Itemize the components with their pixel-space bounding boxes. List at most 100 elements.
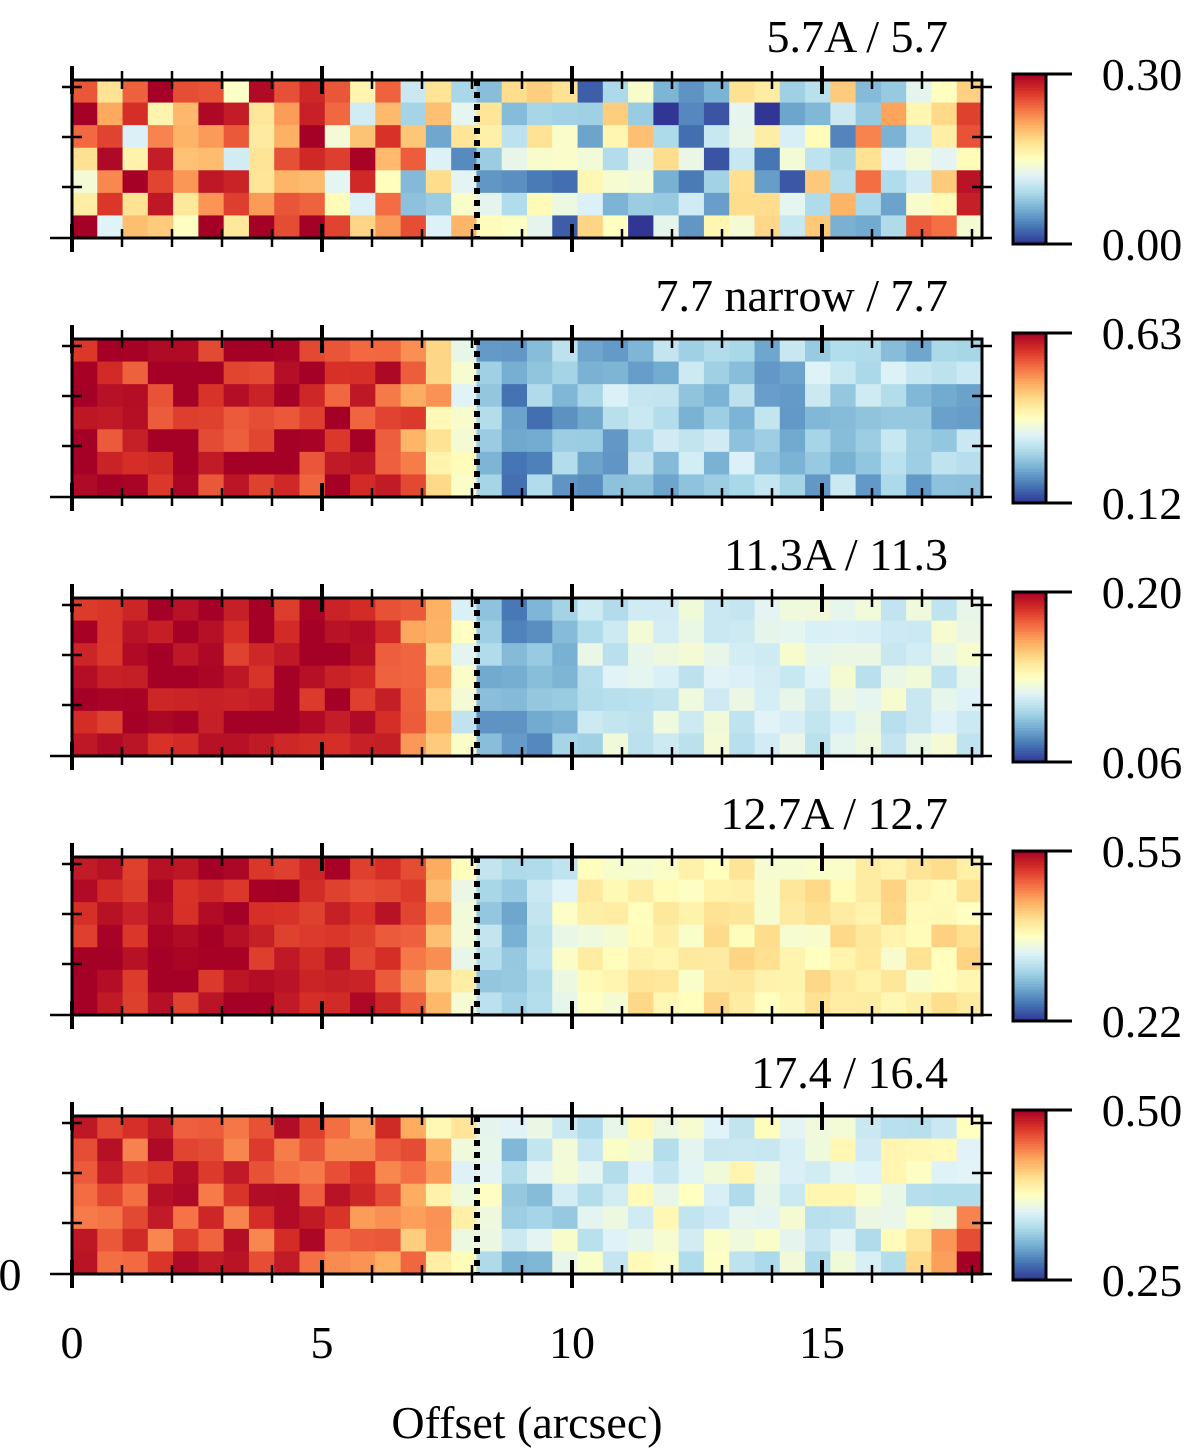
heatmap-cell (425, 1138, 452, 1162)
colorbar-segment (1013, 987, 1046, 991)
heatmap-cell (248, 125, 275, 149)
heatmap-cell (97, 1228, 124, 1253)
heatmap-cell (248, 384, 275, 408)
colorbar-segment (1013, 150, 1046, 154)
heatmap-cell (653, 733, 680, 757)
heatmap-cell (400, 1161, 427, 1185)
heatmap-cell (173, 474, 199, 498)
colorbar-segment (1013, 597, 1046, 602)
heatmap-cell (223, 1116, 250, 1140)
heatmap-cell (628, 924, 654, 948)
heatmap-cell (577, 924, 604, 948)
heatmap-cell (451, 1183, 478, 1207)
heatmap-cell (350, 947, 376, 971)
colorbar-segment (1013, 227, 1046, 231)
heatmap-cell (855, 947, 882, 971)
heatmap-cell (754, 474, 781, 498)
heatmap-cell (375, 947, 402, 971)
heatmap-cell (97, 361, 124, 385)
heatmap-cell (122, 474, 149, 498)
heatmap-cell (274, 1183, 301, 1207)
heatmap-cell (956, 170, 983, 194)
heatmap-cell (628, 125, 654, 149)
heatmap-cell (653, 947, 680, 971)
heatmap-cell (678, 969, 705, 994)
colorbar-segment (1013, 1110, 1046, 1114)
heatmap-cell (324, 688, 351, 712)
heatmap-cell (198, 1161, 225, 1185)
heatmap-cell (527, 598, 553, 622)
heatmap-cell (729, 125, 756, 149)
heatmap-cell (703, 384, 730, 408)
colorbar-segment (1013, 389, 1046, 394)
heatmap-cell (931, 902, 958, 926)
heatmap-cell (653, 710, 680, 735)
heatmap-cell (527, 665, 553, 689)
heatmap-cell (602, 688, 629, 712)
colorbar-segment (1013, 756, 1046, 760)
heatmap-cell (805, 125, 831, 149)
heatmap-cell (527, 147, 553, 171)
colorbar-segment (1013, 1209, 1046, 1213)
heatmap-cell (350, 879, 376, 903)
heatmap-cell (501, 947, 528, 971)
heatmap-cell (223, 924, 250, 948)
heatmap-cell (501, 429, 528, 453)
heatmap-cell (779, 80, 806, 104)
heatmap-cell (72, 451, 98, 476)
colorbar-segment (1013, 1141, 1046, 1145)
heatmap-cell (248, 1161, 275, 1185)
colorbar: 0.550.22 (1011, 826, 1182, 1047)
heatmap-cell (324, 406, 351, 430)
colorbar-segment (1013, 1234, 1046, 1239)
colorbar-segment (1013, 924, 1046, 929)
heatmap-cell (805, 598, 831, 622)
colorbar-segment (1013, 668, 1046, 672)
heatmap-cell (956, 947, 983, 971)
heatmap-cell (451, 1251, 478, 1275)
heatmap-cell (350, 902, 376, 926)
heatmap-cell (501, 474, 528, 498)
colorbar-segment (1013, 631, 1046, 636)
heatmap-cell (703, 215, 730, 239)
heatmap-cell (501, 1206, 528, 1230)
heatmap-cell (653, 665, 680, 689)
heatmap-cell (501, 598, 528, 622)
heatmap-cell (880, 710, 907, 735)
heatmap-cell (577, 102, 604, 126)
colorbar-segment (1013, 882, 1046, 886)
heatmap-cell (147, 620, 174, 644)
heatmap-cell (779, 384, 806, 408)
heatmap-cell (628, 710, 654, 735)
heatmap-cell (830, 1183, 857, 1207)
colorbar-segment (1013, 657, 1046, 661)
heatmap-cell (501, 170, 528, 194)
heatmap-cell (147, 947, 174, 971)
heatmap-cell (97, 733, 124, 757)
heatmap-cell (880, 429, 907, 453)
heatmap-cell (274, 361, 301, 385)
heatmap-cell (779, 170, 806, 194)
colorbar-segment (1013, 907, 1046, 912)
heatmap-cell (956, 688, 983, 712)
heatmap-cell (248, 80, 275, 104)
colorbar-segment (1013, 1163, 1046, 1168)
heatmap-cell (906, 1251, 933, 1275)
heatmap-cell (703, 665, 730, 689)
heatmap-cell (653, 429, 680, 453)
heatmap-cell (198, 643, 225, 667)
heatmap-cell (97, 339, 124, 363)
heatmap-cell (628, 620, 654, 644)
heatmap-cell (248, 102, 275, 126)
heatmap-cell (703, 1183, 730, 1207)
heatmap-cell (122, 80, 149, 104)
heatmap-cell (173, 215, 199, 239)
heatmap-cell (906, 1116, 933, 1140)
heatmap-cell (451, 1161, 478, 1185)
heatmap-cell (830, 80, 857, 104)
heatmap-cell (147, 598, 174, 622)
colorbar-segment (1013, 1229, 1046, 1233)
heatmap-cell (97, 474, 124, 498)
heatmap-cell (931, 1206, 958, 1230)
heatmap-cell (805, 339, 831, 363)
